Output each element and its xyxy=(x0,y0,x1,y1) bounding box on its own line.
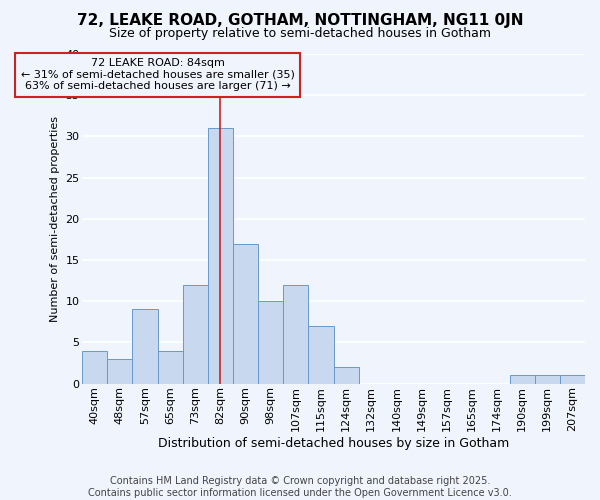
Text: 72, LEAKE ROAD, GOTHAM, NOTTINGHAM, NG11 0JN: 72, LEAKE ROAD, GOTHAM, NOTTINGHAM, NG11… xyxy=(77,12,523,28)
Bar xyxy=(107,359,133,384)
Bar xyxy=(82,350,107,384)
Bar xyxy=(334,367,359,384)
Bar xyxy=(183,285,208,384)
Text: 72 LEAKE ROAD: 84sqm
← 31% of semi-detached houses are smaller (35)
63% of semi-: 72 LEAKE ROAD: 84sqm ← 31% of semi-detac… xyxy=(20,58,295,92)
Bar xyxy=(233,244,258,384)
Y-axis label: Number of semi-detached properties: Number of semi-detached properties xyxy=(50,116,60,322)
Bar xyxy=(283,285,308,384)
Bar xyxy=(535,376,560,384)
Text: Contains HM Land Registry data © Crown copyright and database right 2025.
Contai: Contains HM Land Registry data © Crown c… xyxy=(88,476,512,498)
Bar xyxy=(308,326,334,384)
Bar xyxy=(560,376,585,384)
X-axis label: Distribution of semi-detached houses by size in Gotham: Distribution of semi-detached houses by … xyxy=(158,437,509,450)
Bar xyxy=(133,310,158,384)
Bar xyxy=(258,301,283,384)
Bar xyxy=(208,128,233,384)
Bar xyxy=(509,376,535,384)
Bar xyxy=(158,350,183,384)
Text: Size of property relative to semi-detached houses in Gotham: Size of property relative to semi-detach… xyxy=(109,28,491,40)
